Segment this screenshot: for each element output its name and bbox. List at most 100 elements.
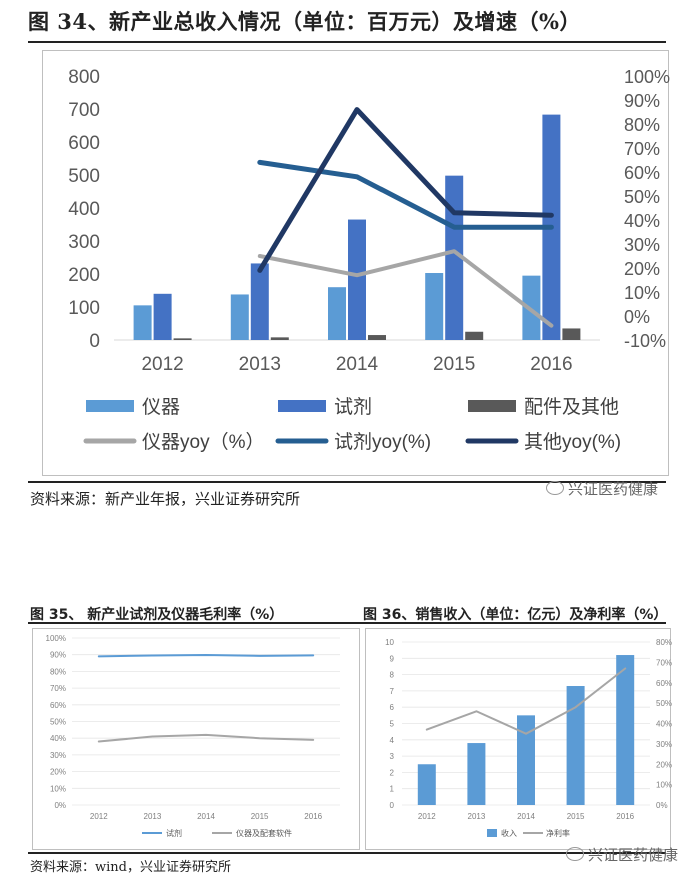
bar-配件及其他 <box>465 331 484 340</box>
x-tick-label: 2012 <box>418 812 436 821</box>
y-left-tick-label: 0 <box>89 331 100 352</box>
y-tick-label: 0% <box>54 801 66 810</box>
watermark-text: 兴证医药健康 <box>588 846 679 864</box>
y-left-tick-label: 700 <box>68 100 100 121</box>
x-tick-label: 2015 <box>433 354 475 375</box>
legend-swatch <box>487 829 497 837</box>
y-left-tick-label: 2 <box>390 768 395 777</box>
y-right-tick-label: 50% <box>624 187 660 207</box>
title-rule <box>28 41 666 43</box>
y-right-tick-label: 50% <box>656 699 672 708</box>
y-right-tick-label: 30% <box>624 235 660 255</box>
legend-swatch <box>86 400 134 412</box>
chart-34: 0 100 200 300 400 500 600 700 800 -10% 0% 10% 20% 30%… <box>68 67 670 453</box>
y-left-tick-label: 800 <box>68 67 100 88</box>
x-tick-label: 2015 <box>567 812 585 821</box>
x-tick-label: 2014 <box>336 354 379 375</box>
legend-label: 其他yoy(%) <box>524 431 621 453</box>
source-note-main: 资料来源：新产业年报，兴业证券研究所 <box>30 490 301 508</box>
bar-试剂 <box>348 219 366 340</box>
y-right-tick-label: 10% <box>656 781 672 790</box>
x-tick-label: 2013 <box>468 812 486 821</box>
y-left-tick-label: 1 <box>390 785 395 794</box>
bar-试剂 <box>153 293 172 340</box>
figure-36-title: 图 36、销售收入（单位：亿元）及净利率（%） <box>363 607 668 623</box>
x-tick-label: 2016 <box>616 812 634 821</box>
y-right-tick-label: 80% <box>656 638 672 647</box>
series-仪器及配套软件-line <box>97 733 315 743</box>
bar-配件及其他 <box>368 335 386 340</box>
source-rule <box>28 481 666 483</box>
bar-配件及其他 <box>173 338 192 340</box>
watermark-bottom: 兴证医药健康 <box>566 844 678 865</box>
figure-35-title: 图 35、 新产业试剂及仪器毛利率（%） <box>30 607 284 623</box>
y-right-tick-label: 10% <box>624 283 660 303</box>
y-left-tick-label: 400 <box>68 199 100 220</box>
y-tick-label: 50% <box>50 718 66 727</box>
legend-swatch <box>468 400 516 412</box>
legend-label: 收入 <box>501 828 517 838</box>
y-left-tick-label: 9 <box>390 654 395 663</box>
bar-仪器 <box>328 287 346 340</box>
y-right-tick-label: 60% <box>624 163 660 183</box>
y-tick-label: 60% <box>50 701 66 710</box>
y-left-tick-label: 200 <box>68 265 100 286</box>
y-tick-label: 30% <box>50 751 66 760</box>
y-left-tick-label: 100 <box>68 298 100 319</box>
bar-收入 <box>517 715 535 805</box>
y-right-tick-label: 40% <box>624 211 660 231</box>
bar-收入 <box>566 686 585 805</box>
bar-收入 <box>417 764 436 805</box>
series-试剂-line <box>97 654 315 658</box>
y-tick-label: 90% <box>50 651 66 660</box>
watermark-text: 兴证医药健康 <box>568 480 659 498</box>
y-right-tick-label: 0% <box>624 307 650 327</box>
y-tick-label: 20% <box>50 768 66 777</box>
y-left-tick-label: 8 <box>390 671 395 680</box>
y-left-tick-label: 4 <box>390 736 395 745</box>
y-right-tick-label: 80% <box>624 115 660 135</box>
y-right-tick-label: 20% <box>624 259 660 279</box>
y-tick-label: 70% <box>50 684 66 693</box>
bar-仪器 <box>425 273 444 340</box>
y-right-tick-label: 30% <box>656 740 672 749</box>
y-left-tick-label: 10 <box>385 638 394 647</box>
series-其他yoy(%)-line <box>257 107 554 273</box>
x-tick-label: 2012 <box>90 812 108 821</box>
legend-label: 仪器yoy（%） <box>142 431 264 453</box>
y-right-tick-label: 100% <box>624 67 670 87</box>
y-right-tick-label: 90% <box>624 91 660 111</box>
legend-swatch <box>278 400 326 412</box>
y-right-tick-label: 40% <box>656 720 672 729</box>
y-right-tick-label: 60% <box>656 679 672 688</box>
x-tick-label: 2015 <box>251 812 269 821</box>
bar-收入 <box>616 655 635 805</box>
y-tick-label: 80% <box>50 667 66 676</box>
source-note-bottom: 资料来源：wind，兴业证券研究所 <box>30 860 231 875</box>
x-tick-label: 2016 <box>304 812 322 821</box>
x-tick-label: 2013 <box>144 812 162 821</box>
bar-配件及其他 <box>270 337 289 340</box>
series-仪器yoy（%）-line <box>257 249 554 328</box>
x-tick-label: 2016 <box>530 354 572 375</box>
y-left-tick-label: 6 <box>390 703 395 712</box>
subtitle-rule <box>28 622 666 624</box>
y-tick-label: 40% <box>50 734 66 743</box>
legend-label: 试剂 <box>334 396 372 418</box>
y-tick-label: 100% <box>46 634 66 643</box>
y-left-tick-label: 5 <box>390 720 395 729</box>
legend-label: 仪器及配套软件 <box>236 828 292 838</box>
legend-label: 净利率 <box>546 828 570 838</box>
bar-配件及其他 <box>562 328 581 340</box>
y-right-tick-label: 70% <box>624 139 660 159</box>
figure-34-title: 图 34、新产业总收入情况（单位：百万元）及增速（%） <box>28 9 581 34</box>
legend-label: 试剂yoy(%) <box>334 431 431 453</box>
y-right-tick-label: 0% <box>656 801 668 810</box>
x-tick-label: 2013 <box>239 354 281 375</box>
y-left-tick-label: 500 <box>68 166 100 187</box>
y-right-tick-label: 70% <box>656 658 672 667</box>
bar-仪器 <box>133 305 152 340</box>
y-left-tick-label: 3 <box>390 752 395 761</box>
